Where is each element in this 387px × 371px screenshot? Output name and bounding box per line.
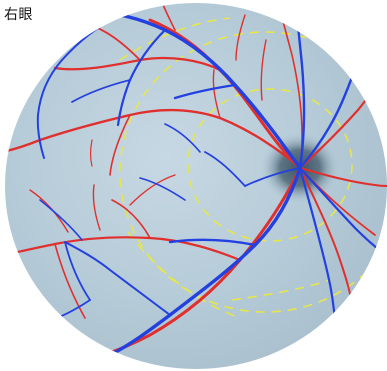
eye-label: 右眼 (4, 7, 33, 23)
dashed-rings (119, 17, 387, 319)
fundus-background (5, 3, 387, 369)
